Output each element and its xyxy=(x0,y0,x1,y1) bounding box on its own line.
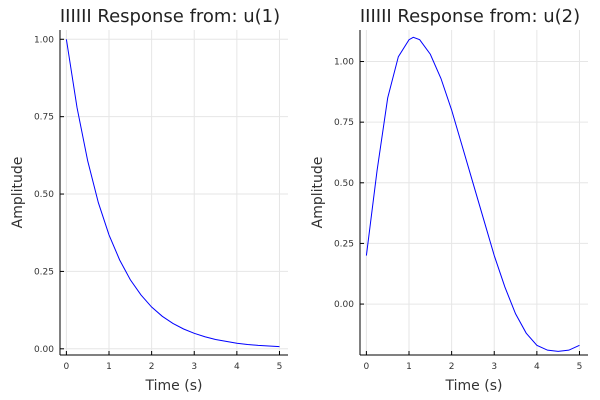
y-tick-label-0: 0.00 xyxy=(34,345,54,355)
x-tick-label-3: 3 xyxy=(191,362,197,372)
y-tick-label-3: 0.75 xyxy=(334,118,354,128)
x-tick-label-1: 1 xyxy=(406,362,412,372)
y-tick-label-1: 0.25 xyxy=(334,239,354,249)
chart-title: IIIIII Response from: u(2) xyxy=(360,6,580,27)
y-axis-label: Amplitude xyxy=(10,157,26,229)
chart-title: IIIIII Response from: u(1) xyxy=(60,6,280,27)
series-line-0 xyxy=(65,39,280,348)
panel-u2: 0 1 2 3 4 5 0.00 0.25 0.50 0.75 1.00 IIIIII Respons… xyxy=(310,6,588,394)
x-tick-label-0: 0 xyxy=(364,362,370,372)
x-axis-label: Time (s) xyxy=(445,378,503,394)
x-tick-label-4: 4 xyxy=(234,362,240,372)
x-tick-label-1: 1 xyxy=(106,362,112,372)
y-axis-label: Amplitude xyxy=(310,157,326,229)
y-tick-label-2: 0.50 xyxy=(334,179,354,189)
y-tick-label-3: 0.75 xyxy=(34,113,54,123)
x-tick-label-2: 2 xyxy=(449,362,455,372)
y-tick-label-0: 0.00 xyxy=(334,300,354,310)
x-tick-label-5: 5 xyxy=(277,362,283,372)
x-tick-label-5: 5 xyxy=(577,362,583,372)
series-line-0 xyxy=(365,36,580,352)
x-tick-label-0: 0 xyxy=(64,362,70,372)
x-axis-label: Time (s) xyxy=(145,378,203,394)
panel-u1: 0 1 2 3 4 5 0.00 0.25 0.50 0.75 1.00 IIIIII Respons… xyxy=(10,6,288,394)
y-tick-label-1: 0.25 xyxy=(34,267,54,277)
y-tick-label-2: 0.50 xyxy=(34,190,54,200)
y-tick-label-4: 1.00 xyxy=(34,35,54,45)
x-tick-label-4: 4 xyxy=(534,362,540,372)
x-tick-label-3: 3 xyxy=(491,362,497,372)
y-tick-label-4: 1.00 xyxy=(334,58,354,68)
x-tick-label-2: 2 xyxy=(149,362,155,372)
